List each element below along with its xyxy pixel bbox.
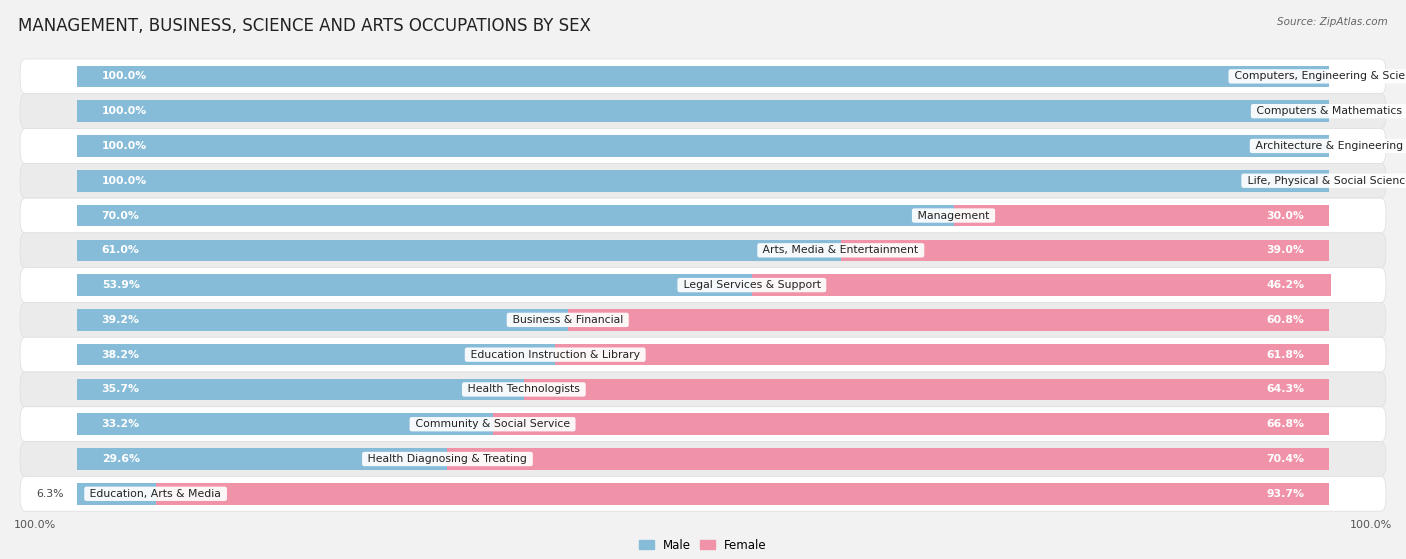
Text: 100.0%: 100.0% <box>101 176 148 186</box>
Bar <box>568 309 1329 331</box>
FancyBboxPatch shape <box>20 407 1386 442</box>
FancyBboxPatch shape <box>20 129 1386 163</box>
Text: 61.0%: 61.0% <box>101 245 139 255</box>
Text: Management: Management <box>914 211 993 221</box>
Text: 100.0%: 100.0% <box>14 520 56 530</box>
Text: 100.0%: 100.0% <box>101 106 148 116</box>
Bar <box>492 414 1329 435</box>
Text: 61.8%: 61.8% <box>1267 349 1305 359</box>
Text: Education, Arts & Media: Education, Arts & Media <box>86 489 225 499</box>
FancyBboxPatch shape <box>20 302 1386 337</box>
Bar <box>77 344 555 366</box>
Text: 66.8%: 66.8% <box>1267 419 1305 429</box>
Text: 70.4%: 70.4% <box>1267 454 1305 464</box>
Text: Architecture & Engineering: Architecture & Engineering <box>1251 141 1406 151</box>
Bar <box>77 101 1329 122</box>
FancyBboxPatch shape <box>20 476 1386 511</box>
Bar <box>77 65 1329 87</box>
Text: Health Technologists: Health Technologists <box>464 385 583 395</box>
Bar <box>841 239 1329 261</box>
FancyBboxPatch shape <box>20 337 1386 372</box>
Legend: Male, Female: Male, Female <box>634 534 772 556</box>
FancyBboxPatch shape <box>20 233 1386 268</box>
Bar <box>555 344 1329 366</box>
FancyBboxPatch shape <box>20 163 1386 198</box>
Bar <box>77 483 156 505</box>
Text: 35.7%: 35.7% <box>101 385 139 395</box>
Text: 100.0%: 100.0% <box>1350 520 1392 530</box>
Bar <box>77 414 492 435</box>
FancyBboxPatch shape <box>20 198 1386 233</box>
Bar <box>77 239 841 261</box>
Text: 100.0%: 100.0% <box>101 72 148 82</box>
Text: 64.3%: 64.3% <box>1267 385 1305 395</box>
Text: Business & Financial: Business & Financial <box>509 315 627 325</box>
Text: 46.2%: 46.2% <box>1267 280 1305 290</box>
Text: Computers & Mathematics: Computers & Mathematics <box>1253 106 1406 116</box>
Text: 93.7%: 93.7% <box>1267 489 1305 499</box>
Text: 30.0%: 30.0% <box>1267 211 1305 221</box>
Bar <box>752 274 1330 296</box>
Text: 39.2%: 39.2% <box>101 315 139 325</box>
Text: 33.2%: 33.2% <box>101 419 139 429</box>
Text: Source: ZipAtlas.com: Source: ZipAtlas.com <box>1277 17 1388 27</box>
Text: Education Instruction & Library: Education Instruction & Library <box>467 349 644 359</box>
Bar <box>77 170 1329 192</box>
Text: 100.0%: 100.0% <box>101 141 148 151</box>
Bar <box>447 448 1329 470</box>
FancyBboxPatch shape <box>20 59 1386 94</box>
Text: 6.3%: 6.3% <box>37 489 65 499</box>
Text: 53.9%: 53.9% <box>101 280 139 290</box>
Bar <box>77 309 568 331</box>
Bar <box>77 205 953 226</box>
FancyBboxPatch shape <box>20 372 1386 407</box>
Text: 60.8%: 60.8% <box>1267 315 1305 325</box>
FancyBboxPatch shape <box>20 94 1386 129</box>
Text: Community & Social Service: Community & Social Service <box>412 419 574 429</box>
Text: Health Diagnosing & Treating: Health Diagnosing & Treating <box>364 454 530 464</box>
Text: Arts, Media & Entertainment: Arts, Media & Entertainment <box>759 245 922 255</box>
Text: MANAGEMENT, BUSINESS, SCIENCE AND ARTS OCCUPATIONS BY SEX: MANAGEMENT, BUSINESS, SCIENCE AND ARTS O… <box>18 17 591 35</box>
Text: 29.6%: 29.6% <box>101 454 139 464</box>
Text: Computers, Engineering & Science: Computers, Engineering & Science <box>1230 72 1406 82</box>
Text: 39.0%: 39.0% <box>1267 245 1305 255</box>
Text: Legal Services & Support: Legal Services & Support <box>679 280 824 290</box>
Bar <box>156 483 1329 505</box>
Bar <box>524 378 1329 400</box>
Bar <box>77 135 1329 157</box>
Text: 38.2%: 38.2% <box>101 349 139 359</box>
Bar <box>77 448 447 470</box>
Text: Life, Physical & Social Science: Life, Physical & Social Science <box>1243 176 1406 186</box>
Bar <box>77 274 752 296</box>
Bar <box>77 378 524 400</box>
Text: 70.0%: 70.0% <box>101 211 139 221</box>
FancyBboxPatch shape <box>20 442 1386 476</box>
FancyBboxPatch shape <box>20 268 1386 302</box>
Bar <box>953 205 1329 226</box>
